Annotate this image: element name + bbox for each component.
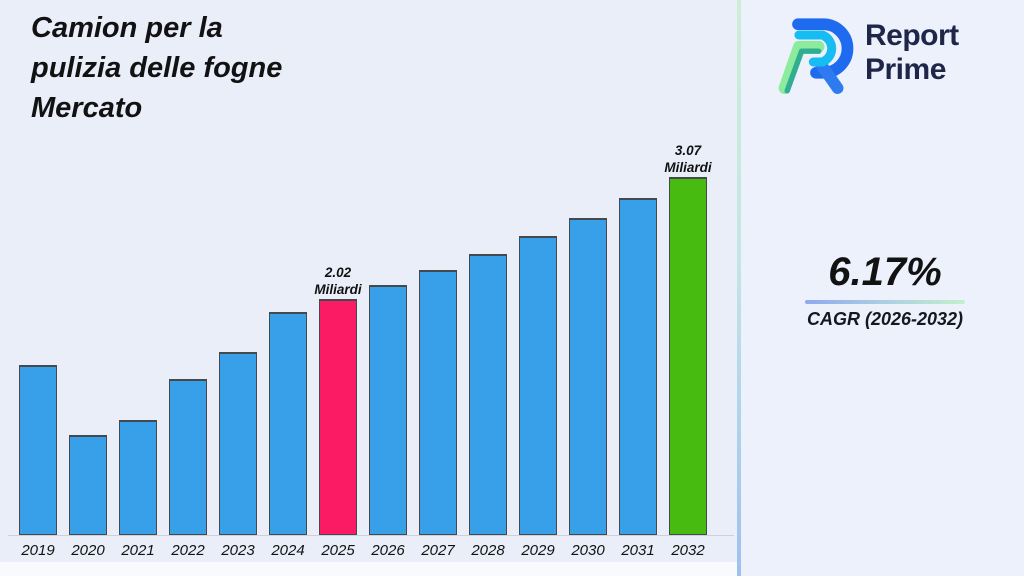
x-axis-line — [8, 535, 734, 536]
bar-2029 — [519, 236, 557, 535]
bar-cell: 2.02 Miliardi 2025 — [314, 265, 362, 559]
bar-2026 — [369, 285, 407, 535]
bar-2032: 3.07 Miliardi — [664, 143, 712, 535]
bar-cell: 2019 — [19, 365, 57, 559]
x-axis-label-2019: 2019 — [21, 542, 55, 559]
x-axis-label-2030: 2030 — [571, 542, 605, 559]
x-axis-label-2026: 2026 — [371, 542, 405, 559]
x-axis-label-2022: 2022 — [171, 542, 205, 559]
bar-cell: 2022 — [169, 379, 207, 559]
x-axis-label-2032: 2032 — [671, 542, 705, 559]
bar-cell: 2020 — [69, 435, 107, 559]
bar-2019 — [19, 365, 57, 535]
bar-2023 — [219, 352, 257, 535]
x-axis-label-2025: 2025 — [321, 542, 355, 559]
value-label-2025: 2.02 Miliardi — [314, 265, 362, 297]
brand-name-line: Prime — [865, 53, 946, 86]
report-prime-logo-icon — [778, 18, 854, 94]
x-axis-label-2029: 2029 — [521, 542, 555, 559]
cagr-block: 6.17% CAGR (2026-2032) — [805, 250, 965, 330]
bottom-strip — [0, 562, 737, 576]
bar-2025: 2.02 Miliardi — [314, 265, 362, 535]
bar-cell: 2023 — [219, 352, 257, 559]
bar-2024 — [269, 312, 307, 535]
bar-2030 — [569, 218, 607, 535]
page-title-line: Mercato — [31, 92, 143, 125]
bar-cell: 2027 — [419, 270, 457, 559]
x-axis-label-2020: 2020 — [71, 542, 105, 559]
bar-chart: 2019 2020 2021 2022 2023 2024 2.02 Miliardi 2025… — [19, 143, 712, 559]
bar-cell: 2021 — [119, 420, 157, 559]
bar-cell: 3.07 Miliardi 2032 — [664, 143, 712, 559]
bar-cell: 2029 — [519, 236, 557, 559]
bar-2031 — [619, 198, 657, 535]
bar-cell: 2024 — [269, 312, 307, 559]
bar-cell: 2030 — [569, 218, 607, 559]
value-label-2032: 3.07 Miliardi — [664, 143, 712, 175]
brand-logo: Report Prime — [771, 8, 959, 98]
bar-cell: 2031 — [619, 198, 657, 559]
bar-2021 — [119, 420, 157, 535]
x-axis-label-2021: 2021 — [121, 542, 155, 559]
cagr-label: CAGR (2026-2032) — [806, 309, 964, 329]
x-axis-label-2031: 2031 — [621, 542, 655, 559]
info-panel: Report Prime 6.17% CAGR (2026-2032) — [741, 0, 1024, 576]
page-title: Camion per la pulizia delle fogne Mercat… — [31, 8, 361, 128]
x-axis-label-2027: 2027 — [421, 542, 455, 559]
bar-cell: 2026 — [369, 285, 407, 559]
cagr-underline — [805, 300, 965, 304]
brand-name: Report Prime — [865, 19, 959, 88]
bar-2027 — [419, 270, 457, 535]
bar-2022 — [169, 379, 207, 535]
chart-section: Camion per la pulizia delle fogne Mercat… — [0, 8, 737, 576]
cagr-value: 6.17% — [828, 250, 942, 294]
section-divider — [737, 0, 741, 576]
page-title-line: pulizia delle fogne — [31, 52, 283, 85]
bar-2020 — [69, 435, 107, 535]
bar-cell: 2028 — [469, 254, 507, 559]
brand-name-line: Report — [865, 18, 959, 52]
x-axis-label-2023: 2023 — [221, 542, 255, 559]
page-title-line: Camion per la — [31, 12, 223, 44]
x-axis-label-2024: 2024 — [271, 542, 305, 559]
x-axis-label-2028: 2028 — [471, 542, 505, 559]
bar-2028 — [469, 254, 507, 535]
